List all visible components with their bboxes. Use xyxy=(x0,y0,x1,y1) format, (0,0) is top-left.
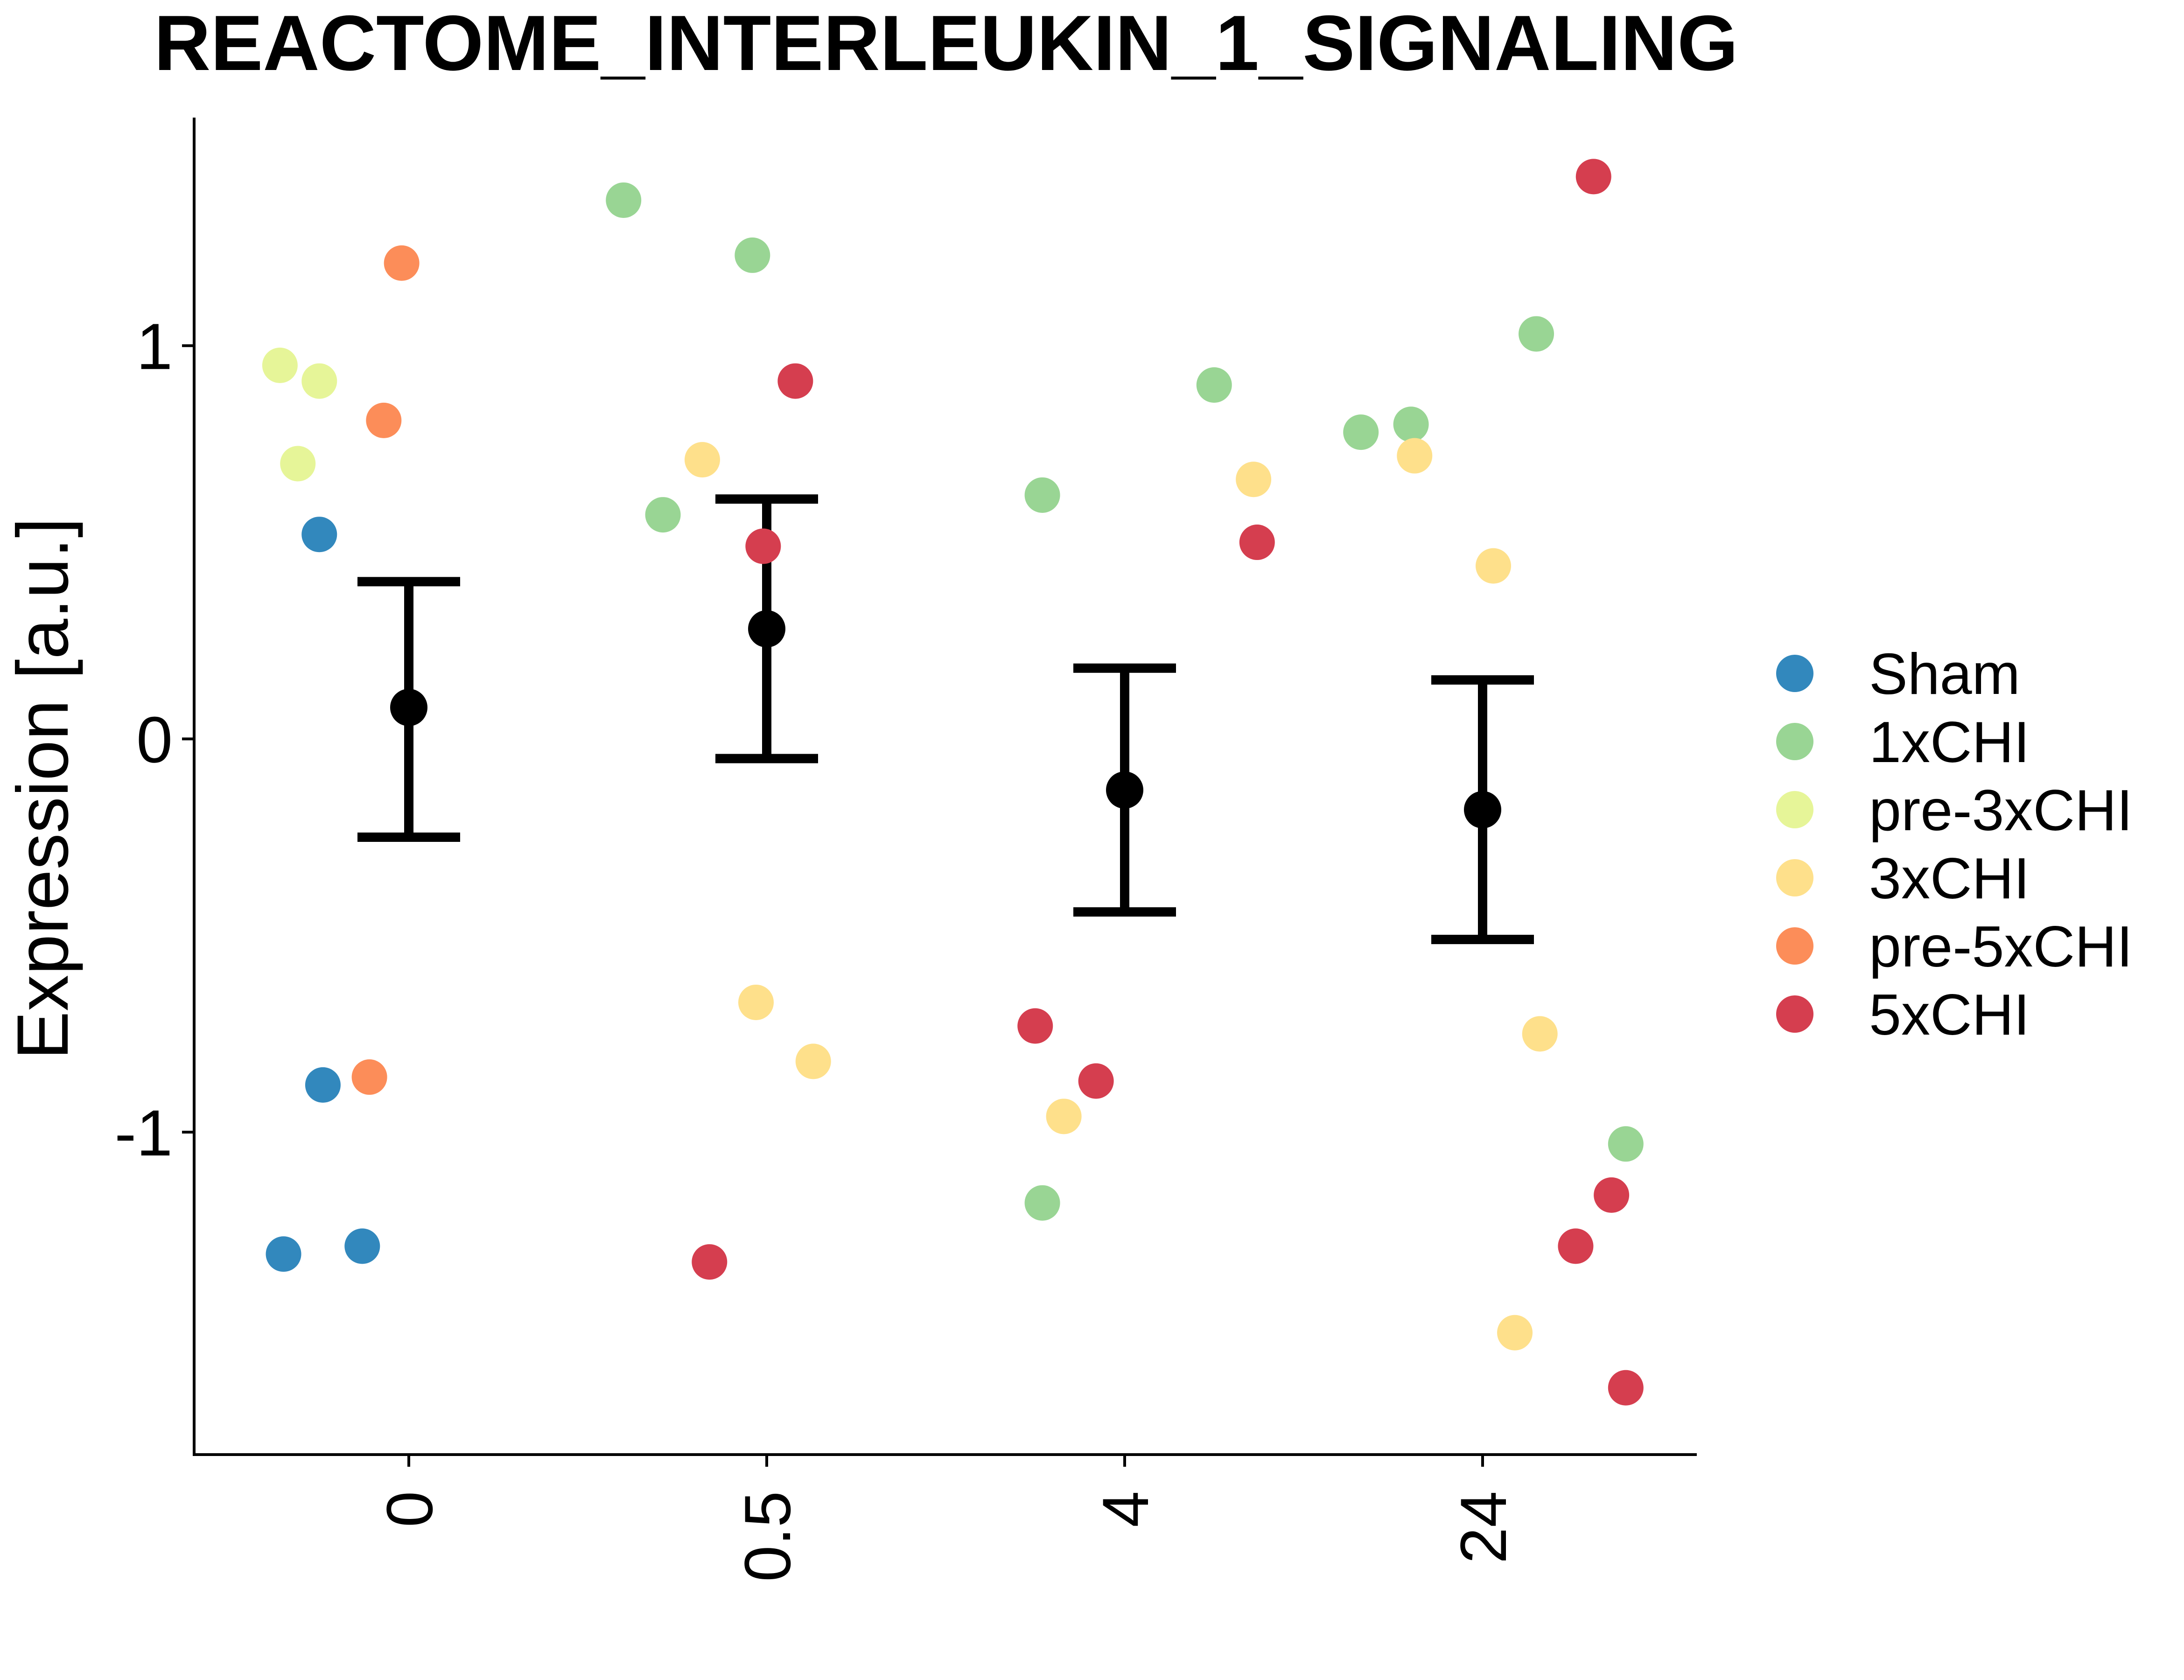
legend-swatch xyxy=(1776,723,1813,760)
data-point xyxy=(280,446,316,482)
data-point xyxy=(745,528,781,564)
legend-item: Sham xyxy=(1776,642,2020,707)
series-1xCHI xyxy=(606,182,1644,1221)
data-point xyxy=(795,1043,831,1079)
data-point xyxy=(1608,1370,1644,1406)
data-point xyxy=(1497,1315,1533,1351)
data-point xyxy=(1608,1126,1644,1162)
series-3xCHI xyxy=(684,438,1558,1351)
data-point xyxy=(366,402,402,438)
data-point xyxy=(384,245,420,281)
mean-point xyxy=(748,610,785,648)
data-point xyxy=(1343,414,1379,450)
data-point xyxy=(301,363,337,399)
data-point xyxy=(1239,525,1275,560)
data-point xyxy=(645,497,681,533)
mean-points xyxy=(390,610,1501,829)
legend-label: 1xCHI xyxy=(1869,710,2030,775)
legend-swatch xyxy=(1776,927,1813,965)
data-point xyxy=(1476,548,1512,584)
mean-point xyxy=(1464,791,1501,829)
data-point xyxy=(735,237,770,273)
x-tick-label: 24 xyxy=(1447,1491,1520,1564)
legend-item: pre-5xCHI xyxy=(1776,915,2133,979)
data-point xyxy=(1196,367,1232,403)
data-point xyxy=(301,517,337,553)
x-axis-ticks: 0 0.5 4 24 xyxy=(373,1455,1520,1582)
data-point xyxy=(1397,438,1433,474)
data-point xyxy=(1236,462,1272,497)
legend-item: 3xCHI xyxy=(1776,847,2030,911)
data-point xyxy=(1024,1185,1060,1221)
legend-swatch xyxy=(1776,655,1813,692)
data-point xyxy=(1558,1228,1594,1264)
chart-title: REACTOME_INTERLEUKIN_1_SIGNALING xyxy=(154,0,1738,87)
error-bars xyxy=(357,494,1534,945)
series-pre-3xCHI xyxy=(262,347,337,482)
data-point xyxy=(692,1244,728,1280)
x-tick-label: 0.5 xyxy=(731,1491,804,1582)
data-point xyxy=(738,984,774,1020)
mean-point xyxy=(1106,771,1143,809)
legend-item: 1xCHI xyxy=(1776,710,2030,775)
data-point xyxy=(1393,406,1429,442)
series-pre-5xCHI xyxy=(351,245,420,1095)
y-axis-ticks: -1 0 1 xyxy=(115,310,194,1169)
data-point xyxy=(1594,1177,1630,1213)
y-axis-title: Expression [a.u.] xyxy=(2,518,84,1060)
series-5xCHI xyxy=(692,159,1644,1406)
legend-label: 5xCHI xyxy=(1869,983,2030,1047)
y-tick-label: 1 xyxy=(136,310,173,383)
legend-label: Sham xyxy=(1869,642,2020,707)
legend-label: 3xCHI xyxy=(1869,847,2030,911)
data-point xyxy=(262,347,298,383)
data-point xyxy=(351,1059,387,1095)
y-tick-label: 0 xyxy=(136,703,173,776)
data-point xyxy=(1522,1016,1558,1052)
series-Sham xyxy=(266,517,380,1272)
data-point xyxy=(1046,1099,1082,1134)
legend-item: 5xCHI xyxy=(1776,983,2030,1047)
data-point xyxy=(1575,159,1611,195)
legend-swatch xyxy=(1776,791,1813,828)
data-point xyxy=(1519,316,1554,352)
data-point xyxy=(777,363,813,399)
data-point xyxy=(1024,477,1060,513)
legend-swatch xyxy=(1776,995,1813,1033)
data-point xyxy=(305,1067,341,1103)
x-tick-label: 0 xyxy=(373,1491,446,1527)
legend-item: pre-3xCHI xyxy=(1776,778,2133,843)
x-tick-label: 4 xyxy=(1089,1491,1162,1527)
legend-swatch xyxy=(1776,859,1813,896)
legend-label: pre-5xCHI xyxy=(1869,915,2133,979)
mean-point xyxy=(390,688,427,726)
data-point xyxy=(344,1228,380,1264)
y-tick-label: -1 xyxy=(115,1096,173,1169)
data-point xyxy=(606,182,642,218)
data-points xyxy=(262,159,1644,1406)
data-point xyxy=(1078,1063,1114,1099)
data-point xyxy=(266,1236,301,1272)
data-point xyxy=(1017,1008,1053,1044)
legend-label: pre-3xCHI xyxy=(1869,778,2133,843)
data-point xyxy=(684,442,720,478)
